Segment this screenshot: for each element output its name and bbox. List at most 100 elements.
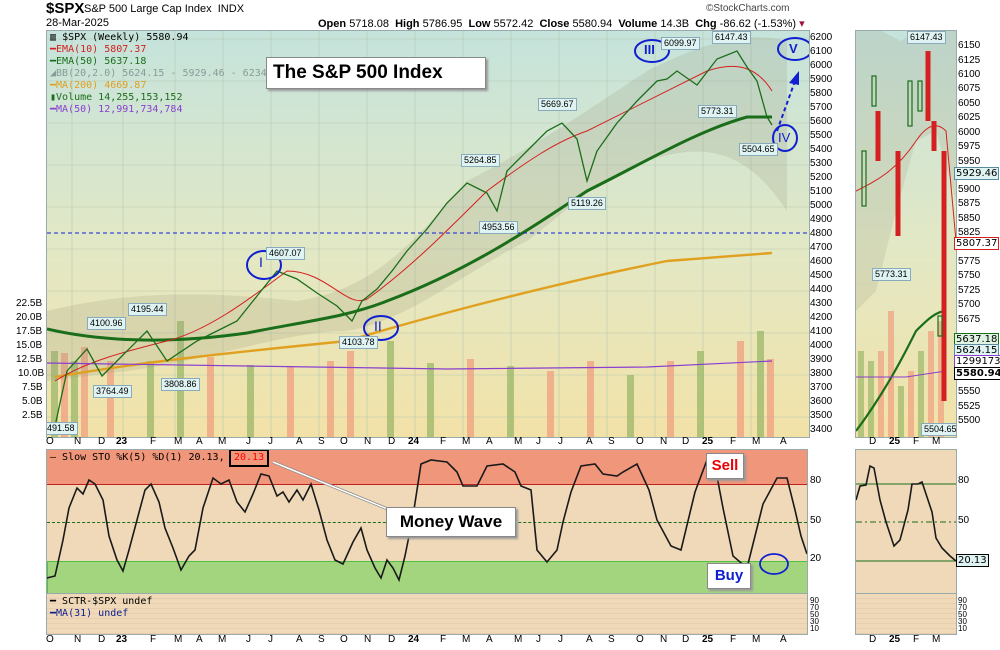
zoom-sto-panel[interactable]: [855, 449, 957, 595]
label-4953: 4953.56: [479, 221, 518, 234]
chg-value: -86.62 (-1.53%): [719, 18, 797, 30]
legend-ma200-text: MA(200) 4669.87: [56, 80, 147, 91]
y-tick: 4300: [810, 298, 833, 309]
sto-panel[interactable]: — Slow STO %K(5) %D(1) 20.13, 20.13 Mone…: [46, 449, 808, 595]
price-axis: 6200 6100 6000 5900 5800 5700 5600 5500 …: [810, 30, 850, 436]
sctr-tick: 30: [810, 617, 819, 626]
label-6147: 6147.43: [712, 31, 751, 44]
y-tick: 5800: [810, 88, 833, 99]
y-tick: 5500: [810, 130, 833, 141]
x-tick: D: [388, 436, 396, 447]
x-tick: D: [98, 634, 106, 645]
label-4195: 4195.44: [128, 303, 167, 316]
high-label: High: [395, 18, 420, 30]
zoom-y-tick: 5550: [958, 386, 981, 397]
x-tick: 24: [408, 436, 420, 447]
y-tick: 5900: [810, 74, 833, 85]
y-tick: 6100: [810, 46, 833, 57]
candle-icon: ▥: [50, 32, 57, 43]
zoom-price-panel[interactable]: 6147.43 5773.31 5504.65: [855, 30, 957, 438]
exchange: INDX: [217, 3, 245, 15]
zoom-y-tick: 6050: [958, 98, 981, 109]
x-tick: O: [46, 634, 54, 645]
zoom-price-svg: [856, 31, 956, 437]
y-tick: 4200: [810, 312, 833, 323]
wave-label-v: V: [789, 41, 798, 56]
x-tick: F: [730, 634, 737, 645]
vol-tick: 12.5B: [16, 354, 43, 365]
ema10-value-tag: 5807.37: [954, 237, 1000, 250]
zoom-x-tick: 25: [889, 436, 901, 447]
label-3491: 3491.58: [47, 422, 78, 435]
legend-price: ▥ $SPX (Weekly) 5580.94: [50, 32, 285, 44]
x-tick: F: [150, 436, 157, 447]
zoom-x-tick: M: [932, 436, 941, 447]
legend-bb-text: BB(20,2.0) 5624.15 - 5929.46 - 6234.78: [56, 68, 285, 79]
zoom-y-tick: 5675: [958, 314, 981, 325]
y-tick: 5400: [810, 144, 833, 155]
sto-value-tag: 20.13: [956, 554, 989, 567]
sto-legend: — Slow STO %K(5) %D(1) 20.13,: [50, 452, 225, 463]
y-tick: 3500: [810, 410, 833, 421]
ohlc-summary: Open 5718.08 High 5786.95 Low 5572.42 Cl…: [318, 17, 805, 30]
x-tick: J: [246, 436, 251, 447]
y-tick: 4100: [810, 326, 833, 337]
brand: ©StockCharts.com: [706, 3, 790, 14]
buy-annotation: Buy: [707, 563, 751, 589]
vol-tick: 5.0B: [22, 396, 43, 407]
x-tick: N: [660, 634, 668, 645]
x-tick: A: [586, 634, 593, 645]
x-axis-main: O N D 23 F M A M J J A S O N D 24 F M A …: [46, 436, 808, 448]
y-tick: 6000: [810, 60, 833, 71]
x-tick: J: [536, 436, 541, 447]
zoom-sctr-panel[interactable]: [855, 593, 957, 635]
chg-label: Chg: [695, 18, 717, 30]
x-tick: A: [780, 436, 787, 447]
sctr-legend-1-text: SCTR-$SPX undef: [62, 596, 153, 607]
zoom-sto-tick: 80: [958, 475, 970, 486]
x-tick: O: [636, 634, 644, 645]
sctr-legend-2: ━MA(31) undef: [50, 608, 129, 619]
x-tick: M: [462, 436, 471, 447]
wave-label-i: I: [259, 254, 263, 270]
x-tick: O: [340, 634, 348, 645]
label-3808: 3808.86: [161, 378, 200, 391]
wave-label-iv: IV: [778, 130, 791, 145]
y-tick: 3800: [810, 368, 833, 379]
zoom-y-tick: 5775: [958, 256, 981, 267]
vol-tick: 2.5B: [22, 410, 43, 421]
sctr-panel[interactable]: ━ SCTR-$SPX undef ━MA(31) undef: [46, 593, 808, 635]
zoom-y-tick: 5850: [958, 213, 981, 224]
zoom-label-5773: 5773.31: [872, 268, 911, 281]
zoom-y-tick: 5500: [958, 415, 981, 426]
label-3764: 3764.49: [93, 385, 132, 398]
x-tick: J: [558, 634, 563, 645]
y-tick: 5600: [810, 116, 833, 127]
zoom-y-tick: 5825: [958, 227, 981, 238]
label-5264: 5264.85: [461, 154, 500, 167]
zoom-y-tick: 5725: [958, 285, 981, 296]
sto-tick: 20: [810, 553, 822, 564]
sto-line-svg: [47, 458, 807, 583]
y-tick: 4800: [810, 228, 833, 239]
price-panel[interactable]: I II III IV V ▥ $SPX (Weekly) 5580.94 ━E…: [46, 30, 810, 438]
vol-tick: 20.0B: [16, 312, 43, 323]
zoom-y-tick: 6025: [958, 112, 981, 123]
zoom-y-tick: 6000: [958, 127, 981, 138]
x-tick: A: [486, 436, 493, 447]
x-tick: M: [174, 436, 183, 447]
legend-ema10: ━EMA(10) 5807.37: [50, 44, 147, 55]
zoom-x-tick: F: [913, 436, 920, 447]
y-tick: 4500: [810, 270, 833, 281]
sto-tick: 80: [810, 475, 822, 486]
zoom-y-tick: 5950: [958, 156, 981, 167]
index-name-text: S&P 500 Large Cap Index: [84, 3, 212, 15]
vol-tick: 15.0B: [16, 340, 43, 351]
money-wave-annotation: Money Wave: [386, 507, 516, 537]
zoom-sctr-tick: 10: [958, 624, 967, 633]
x-tick: M: [514, 634, 523, 645]
legend-volume-text: Volume 14,255,153,152: [56, 92, 183, 103]
y-tick: 4400: [810, 284, 833, 295]
legend-ma200: ━MA(200) 4669.87: [50, 80, 147, 91]
price-legend: ▥ $SPX (Weekly) 5580.94 ━EMA(10) 5807.37…: [50, 32, 285, 116]
